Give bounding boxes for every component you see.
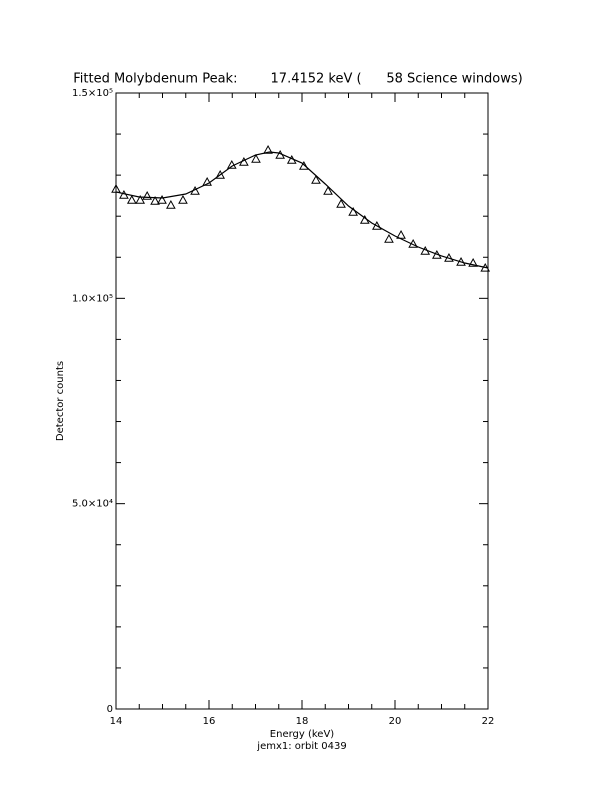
- x-tick-label: 16: [203, 716, 216, 727]
- data-point: [263, 144, 273, 154]
- x-tick-label: 18: [296, 716, 309, 727]
- data-point: [299, 160, 309, 170]
- y-tick-label: 5.0×10⁴: [72, 499, 113, 510]
- y-tick-label: 1.5×10⁵: [72, 88, 113, 99]
- data-point: [126, 194, 137, 204]
- data-point: [348, 206, 358, 216]
- data-point: [359, 214, 370, 224]
- data-point: [150, 195, 160, 205]
- data-point: [135, 194, 146, 204]
- x-tick-label: 20: [389, 716, 402, 727]
- data-point: [190, 185, 200, 195]
- data-point: [432, 249, 442, 259]
- data-point: [408, 238, 418, 248]
- data-point: [384, 233, 394, 243]
- chart-title: Fitted Molybdenum Peak: 17.4152 keV ( 58…: [73, 72, 523, 87]
- data-point: [166, 200, 176, 209]
- subtitle: jemx1: orbit 0439: [256, 741, 346, 752]
- data-point: [239, 157, 249, 166]
- data-point: [142, 190, 153, 200]
- data-point: [226, 160, 237, 169]
- data-point: [215, 169, 226, 179]
- data-point: [480, 262, 491, 272]
- data-point: [372, 220, 382, 230]
- data-point: [311, 174, 321, 184]
- data-point: [468, 257, 478, 267]
- data-point: [119, 189, 129, 199]
- data-point: [275, 149, 285, 159]
- data-point: [251, 153, 261, 163]
- y-tick-label: 0: [107, 704, 113, 715]
- y-tick-label: 1.0×10⁵: [72, 293, 113, 304]
- y-axis-label: Detector counts: [55, 361, 66, 441]
- data-point: [456, 257, 466, 266]
- data-point: [444, 252, 454, 262]
- x-tick-label: 14: [110, 716, 123, 727]
- data-point: [323, 185, 333, 195]
- data-point: [286, 154, 297, 164]
- data-point: [420, 245, 431, 255]
- data-point: [111, 183, 121, 193]
- data-point: [202, 177, 212, 186]
- data-point: [157, 194, 167, 204]
- data-point: [178, 194, 188, 204]
- data-point: [336, 198, 346, 208]
- x-tick-label: 22: [482, 716, 495, 727]
- x-axis-label: Energy (keV): [270, 729, 335, 740]
- data-point: [396, 229, 406, 239]
